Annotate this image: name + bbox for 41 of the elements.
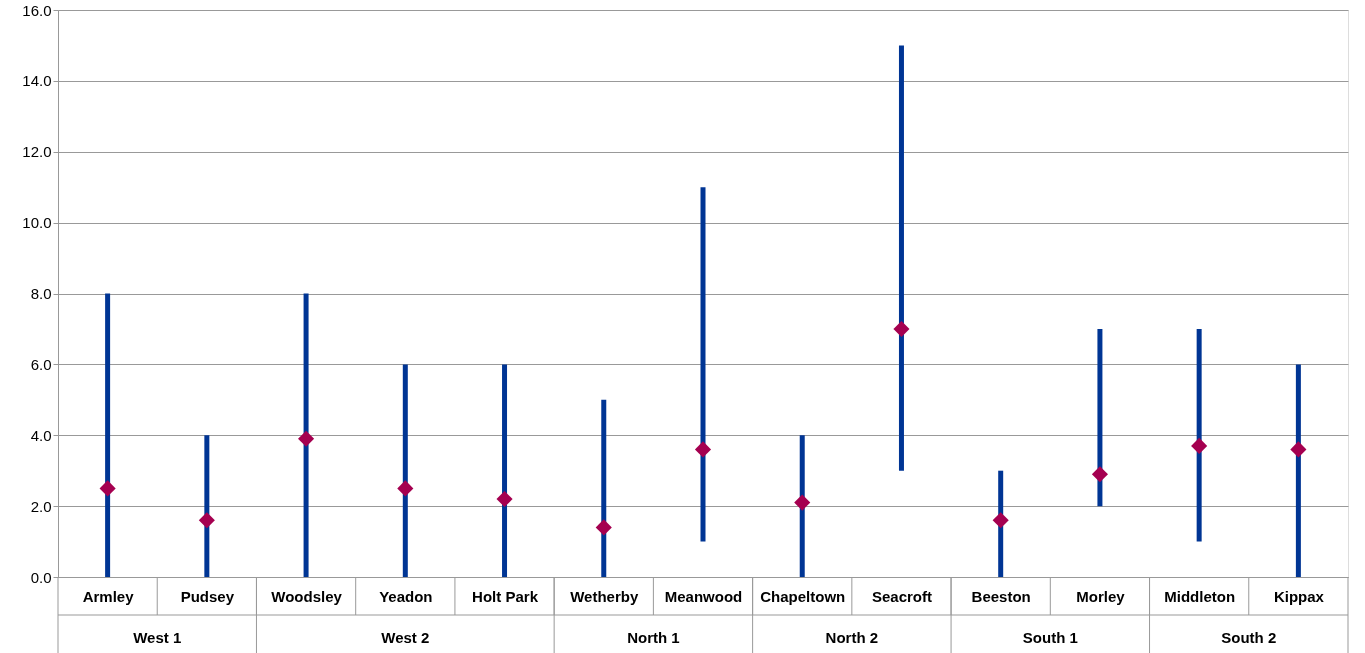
point xyxy=(298,430,315,447)
x-tick-label: Woodsley xyxy=(271,587,343,605)
y-tick-label: 0.0 xyxy=(30,568,52,586)
x-tick-label: Kippax xyxy=(1273,587,1325,605)
text: West 2 xyxy=(381,629,430,646)
point xyxy=(1290,441,1307,458)
text: North 2 xyxy=(825,629,879,646)
point xyxy=(1091,466,1108,483)
text: North 1 xyxy=(627,629,680,646)
y-tick-label: 4.0 xyxy=(30,426,52,444)
y-tick-label: 12.0 xyxy=(22,143,52,161)
x-tick-label: Chapeltown xyxy=(760,587,846,605)
text: West 1 xyxy=(133,629,182,646)
point xyxy=(992,512,1009,529)
y-tick-label: 10.0 xyxy=(22,214,52,232)
point xyxy=(893,320,910,337)
point xyxy=(794,494,811,511)
x-tick-label: Holt Park xyxy=(472,587,539,605)
point xyxy=(496,490,513,508)
point xyxy=(99,480,116,497)
y-tick-label: 8.0 xyxy=(30,285,52,302)
y-tick-label: 2.0 xyxy=(30,497,52,515)
point xyxy=(397,480,414,497)
text: South 1 xyxy=(1022,629,1078,646)
y-tick-label: 14.0 xyxy=(22,72,52,90)
x-tick-label: Beeston xyxy=(971,587,1031,605)
x-tick-label: Morley xyxy=(1076,587,1126,605)
x-tick-label: Meanwood xyxy=(664,587,743,605)
x-tick-label: Armley xyxy=(82,587,135,605)
x-tick-label: Seacroft xyxy=(871,587,932,605)
x-tick-label: Wetherby xyxy=(570,587,639,605)
point xyxy=(198,512,215,529)
text: South 2 xyxy=(1221,629,1277,646)
y-tick-label: 16.0 xyxy=(22,1,52,19)
point xyxy=(595,519,612,536)
point xyxy=(694,441,712,458)
y-tick-label: 6.0 xyxy=(30,355,52,373)
x-tick-label: Pudsey xyxy=(180,587,235,605)
x-tick-label: Yeadon xyxy=(379,587,433,605)
point xyxy=(1191,437,1208,454)
x-tick-label: Middleton xyxy=(1164,587,1236,605)
